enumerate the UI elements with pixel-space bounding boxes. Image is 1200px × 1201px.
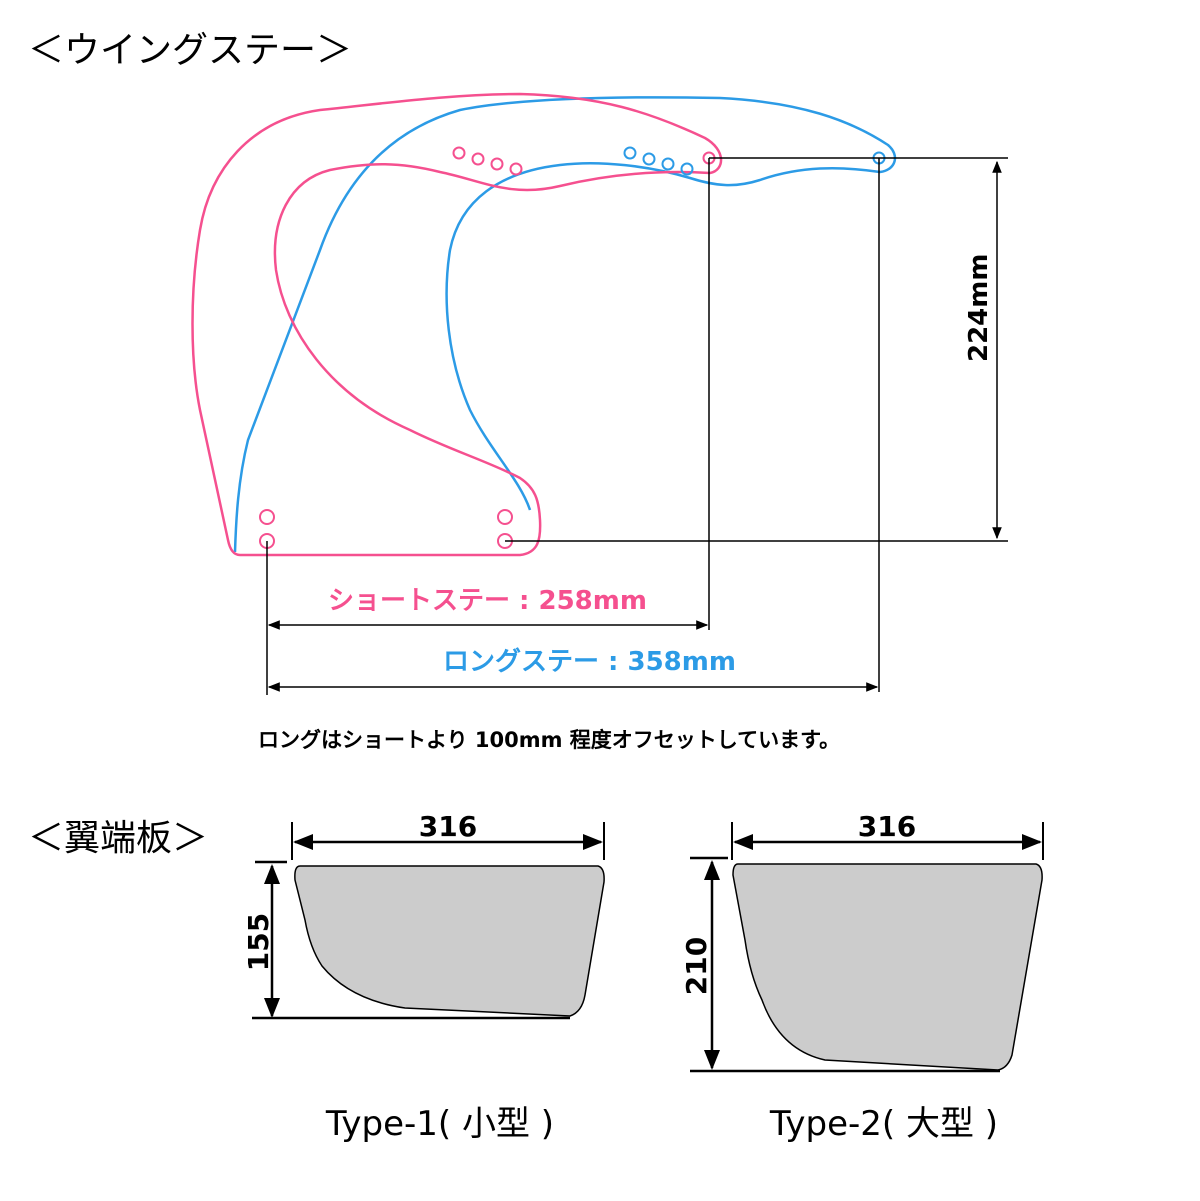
short-stay-hole [452, 146, 466, 160]
type1-name: Type-1( 小型 ) [325, 1104, 554, 1144]
long-stay-outline [233, 96, 897, 553]
short-stay-hole [471, 152, 485, 166]
type1-width-label: 316 [419, 810, 477, 843]
end-plate-title: ＜翼端板＞ [28, 818, 208, 859]
offset-note: ロングはショートより 100mm 程度オフセットしています。 [258, 728, 840, 752]
type1-height-label: 155 [242, 913, 275, 971]
short-stay-label: ショートステー : 258mm [328, 586, 647, 616]
height-dimension-label: 224mm [964, 254, 994, 362]
short-stay-hole [497, 509, 513, 525]
short-stay-hole [259, 509, 275, 525]
type2-dimensions [690, 822, 1044, 1073]
long-stay-hole [680, 162, 694, 176]
long-stay-hole [623, 146, 637, 160]
type2-width-label: 316 [858, 810, 916, 843]
end-plate-type1-shape [294, 865, 605, 1017]
long-stay-hole [642, 152, 656, 166]
end-plate-type2-shape [732, 863, 1043, 1071]
short-stay-hole [509, 162, 523, 176]
long-stay-label: ロングステー : 358mm [443, 647, 736, 677]
long-stay-hole [661, 157, 675, 171]
type1-dimensions [252, 822, 605, 1020]
short-stay-outline [191, 92, 723, 557]
wing-stay-title: ＜ウイングステー＞ [28, 30, 352, 71]
type2-height-label: 210 [680, 937, 713, 995]
wing-stay-dimensions [266, 157, 1008, 695]
type2-name: Type-2( 大型 ) [769, 1104, 998, 1144]
short-stay-hole [490, 157, 504, 171]
